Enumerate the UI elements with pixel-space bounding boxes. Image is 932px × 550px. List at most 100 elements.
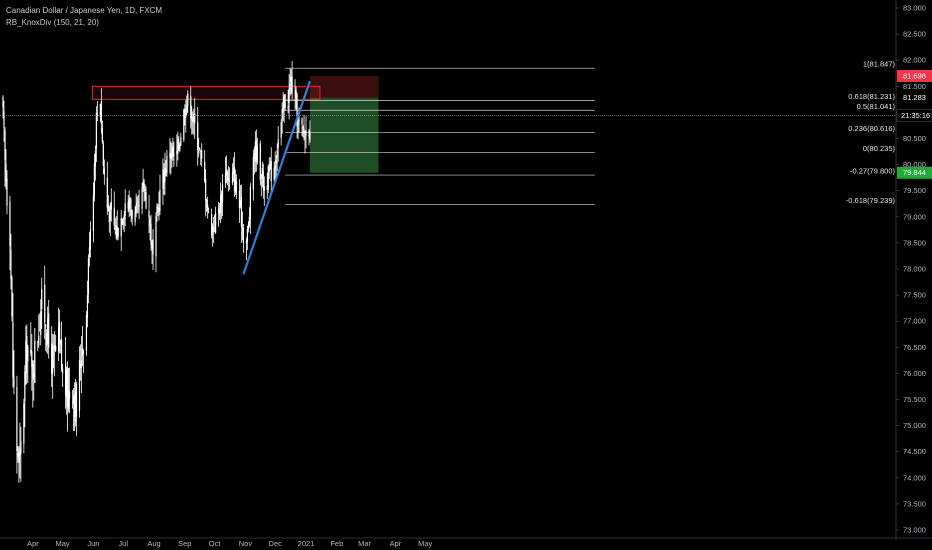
candle-body: [194, 113, 196, 123]
candle-body: [254, 142, 256, 162]
candle-body: [288, 88, 290, 103]
candle-body: [247, 224, 249, 230]
candle-body: [130, 210, 132, 212]
candle-body: [164, 168, 166, 182]
candle-body: [191, 116, 193, 121]
candle-body: [233, 166, 236, 191]
candle-body: [101, 127, 103, 143]
candle-body: [184, 108, 186, 118]
candle-body: [162, 169, 164, 189]
candle-body: [193, 114, 195, 122]
time-tick-label: May: [56, 539, 70, 548]
candle-body: [4, 130, 6, 160]
candle-body: [246, 229, 248, 242]
candle-body: [263, 186, 265, 192]
candle-body: [269, 163, 271, 170]
candle-body: [239, 200, 242, 207]
candle-body: [72, 396, 75, 403]
candle-body: [234, 179, 237, 192]
candle-body: [305, 130, 307, 136]
candle-body: [294, 92, 296, 94]
candle-body: [135, 204, 137, 213]
candle-body: [228, 180, 231, 183]
time-axis: Apr May Jun Jul Aug Sep Oct Nov Dec 2021 Feb Mar Apr…: [0, 537, 932, 548]
candle-body: [158, 207, 160, 212]
candle-body: [155, 216, 157, 257]
candle-body: [281, 109, 283, 119]
candle-body: [301, 118, 303, 125]
candle-body: [92, 195, 95, 231]
fibonacci-levels: 1(81.847) 0.618(81.231)0.5(81.041) 0.236(8…: [285, 60, 896, 205]
candle-body: [66, 368, 69, 408]
price-tick-label: 82.000: [903, 56, 926, 65]
candle-body: [173, 154, 175, 156]
candle-body: [20, 441, 22, 454]
candle-body: [124, 203, 126, 216]
candle-body: [214, 229, 216, 232]
candle-body: [75, 383, 78, 417]
candle-body: [93, 163, 95, 196]
time-tick-label: Nov: [239, 539, 253, 548]
candle-body: [275, 160, 277, 164]
candle-body: [88, 247, 91, 258]
candle-body: [33, 373, 35, 379]
time-tick-label: Dec: [269, 539, 283, 548]
price-tick-label: 77.000: [903, 317, 926, 326]
candle-body: [213, 227, 215, 230]
candle-body: [26, 336, 28, 361]
candle-body: [255, 139, 257, 161]
candle-body: [103, 168, 105, 175]
time-tick-label: Mar: [358, 539, 371, 548]
candle-body: [68, 391, 71, 399]
candle-body: [113, 207, 115, 226]
price-tag-bg: [897, 69, 932, 82]
candle-body: [205, 179, 207, 201]
candle-body: [266, 185, 268, 190]
candle-body: [141, 187, 143, 209]
candle-body: [240, 197, 243, 227]
candle-body: [227, 178, 230, 181]
candle-body: [259, 143, 261, 181]
price-tick-label: 73.500: [903, 499, 926, 508]
candle-body: [252, 156, 254, 190]
candle-body: [64, 362, 67, 396]
candle-body: [211, 214, 213, 235]
fib-label: 0(80.235): [863, 144, 896, 153]
candle-body: [238, 190, 241, 209]
candle-body: [159, 189, 161, 211]
candle-body: [218, 210, 221, 214]
candle-body: [200, 150, 202, 152]
candle-body: [6, 178, 8, 206]
candle-body: [309, 133, 311, 140]
candle-body: [40, 311, 42, 335]
candle-body: [73, 394, 76, 417]
candle-body: [47, 317, 49, 345]
candle-body: [32, 363, 34, 380]
candle-body: [156, 205, 158, 214]
fib-label: -0.27(79.800): [850, 167, 896, 176]
candle-body: [137, 201, 139, 203]
candle-body: [95, 112, 97, 149]
candle-body: [249, 186, 251, 220]
fib-label: 0.236(80.616): [848, 124, 895, 133]
price-tick-label: 79.000: [903, 212, 926, 221]
price-axis: 73.000 73.500 74.000 74.500 75.000 75.500 76.0…: [895, 0, 932, 540]
candle-body: [144, 189, 146, 192]
candle-body: [280, 122, 282, 138]
candle-body: [284, 94, 286, 109]
price-tick-label: 74.500: [903, 447, 926, 456]
candle-body: [127, 201, 129, 209]
candle-body: [273, 168, 275, 180]
candle-body: [197, 122, 199, 151]
price-tick-label: 82.500: [903, 30, 926, 39]
time-tick-label: Apr: [390, 539, 402, 548]
price-tick-label: 73.000: [903, 526, 926, 535]
candle-body: [289, 83, 291, 91]
price-tick-label: 76.000: [903, 369, 926, 378]
candle-body: [31, 351, 33, 368]
candle-body: [145, 191, 147, 209]
candle-body: [19, 447, 21, 455]
candle-body: [231, 171, 234, 184]
price-tag-bg: [897, 91, 932, 104]
